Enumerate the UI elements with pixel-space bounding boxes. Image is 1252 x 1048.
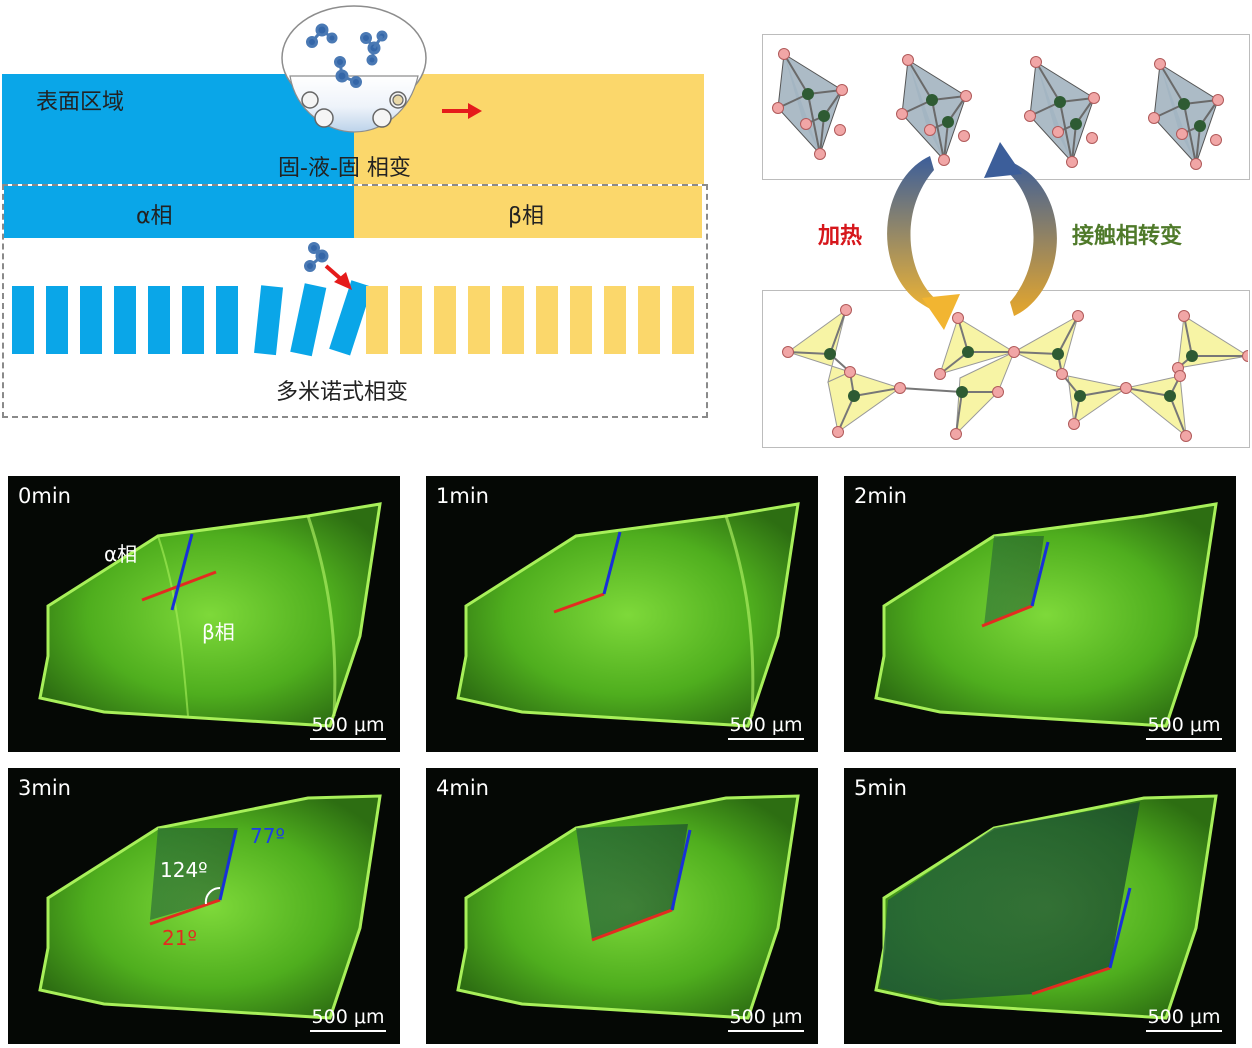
- micrograph-panel-5: 5min 500 μm: [844, 768, 1236, 1044]
- panel-time-label: 1min: [436, 484, 489, 508]
- bulk-region-box: [2, 184, 708, 418]
- panel-time-label: 5min: [854, 776, 907, 800]
- domino-blocks: [12, 242, 694, 357]
- micrograph-panel-4: 4min 500 μm: [426, 768, 818, 1044]
- panel-time-label: 2min: [854, 484, 907, 508]
- contact-transition-label: 接触相转变: [1072, 224, 1183, 249]
- scale-bar: 500 μm: [310, 714, 386, 740]
- micrograph-panel-0: 0min α相 β相 500 μm: [8, 476, 400, 752]
- domino-transition-label: 多米诺式相变: [276, 380, 409, 405]
- chain-tetrahedra-icon: [782, 304, 1248, 442]
- scale-bar: 500 μm: [728, 714, 804, 740]
- beta-phase-band: [354, 186, 702, 238]
- scale-bar: 500 μm: [1146, 1006, 1222, 1032]
- sls-transition-label: 固-液-固 相变: [278, 156, 411, 181]
- scale-bar: 500 μm: [1146, 714, 1222, 740]
- panel-time-label: 3min: [18, 776, 71, 800]
- alpha-phase-band: [4, 186, 354, 238]
- surface-region-label: 表面区域: [36, 90, 125, 115]
- beta-region-label: β相: [202, 620, 235, 644]
- scale-bar: 500 μm: [728, 1006, 804, 1032]
- heating-label: 加热: [818, 224, 863, 249]
- alpha-phase-label: α相: [136, 204, 173, 229]
- micrograph-panel-3: 3min 124º 77º 21º 500 μm: [8, 768, 400, 1044]
- angle-21-label: 21º: [162, 926, 197, 950]
- alpha-region-label: α相: [104, 542, 138, 566]
- angle-124-label: 124º: [160, 858, 208, 882]
- scale-bar: 500 μm: [310, 1006, 386, 1032]
- cycle-arrows-icon: [887, 142, 1057, 330]
- liquid-droplet-icon: [281, 5, 427, 133]
- micrograph-panel-2: 2min 500 μm: [844, 476, 1236, 752]
- propagation-arrow-icon: [442, 103, 482, 119]
- panel-time-label: 0min: [18, 484, 71, 508]
- isolated-tetrahedra-icon: [772, 48, 1225, 171]
- beta-phase-label: β相: [508, 204, 545, 229]
- angle-77-label: 77º: [250, 824, 285, 848]
- micrograph-panel-1: 1min 500 μm: [426, 476, 818, 752]
- panel-time-label: 4min: [436, 776, 489, 800]
